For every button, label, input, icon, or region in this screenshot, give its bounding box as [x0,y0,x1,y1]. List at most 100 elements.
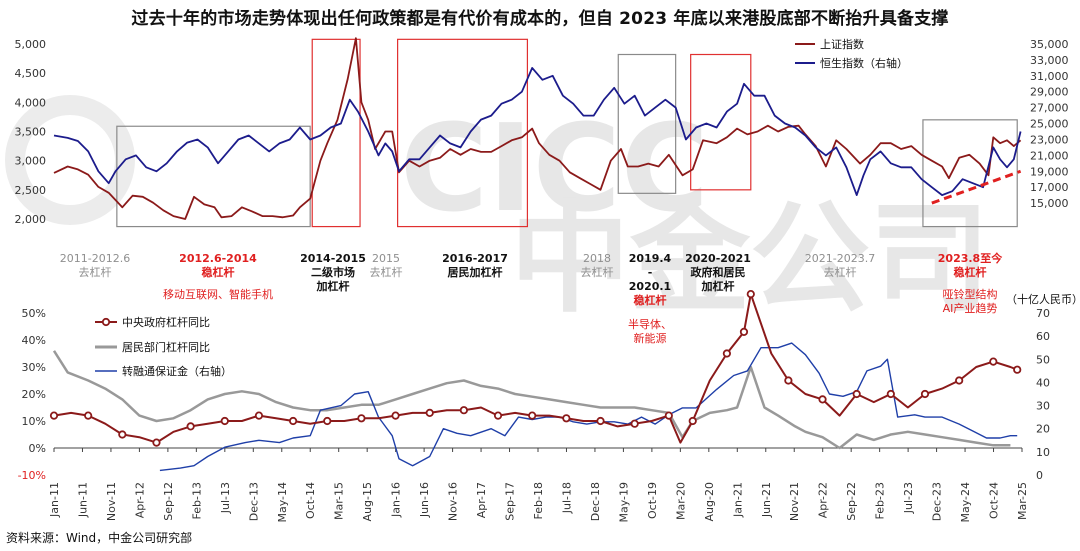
legend-label-household: 居民部门杠杆同比 [122,340,210,354]
x-tick-label: Jan-21 [731,482,744,518]
x-tick-label: Nov-11 [105,482,118,521]
bottom-left-tick: 40% [22,334,46,347]
chart-title: 过去十年的市场走势体现出任何政策都是有代价有成本的，但自 2023 年底以来港股… [131,9,949,29]
bottom-right-tick: 40 [1036,376,1050,389]
bottom-right-tick: 0 [1036,469,1043,482]
period-box [617,53,677,194]
annotation-label: 稳杠杆 [954,265,987,279]
top-right-tick: 15,000 [1030,197,1069,210]
central-gov-marker [630,419,639,428]
x-tick-label: Jul-23 [902,482,915,514]
central-gov-marker [818,395,827,404]
x-tick-label: Feb-13 [190,482,203,519]
top-left-tick: 3,500 [15,126,47,139]
central-gov-marker [254,411,264,420]
central-gov-marker [528,411,537,420]
top-left-tick: 3,000 [15,155,47,168]
top-right-tick: 35,000 [1030,38,1069,51]
top-right-tick: 33,000 [1030,54,1069,67]
top-right-tick: 31,000 [1030,70,1069,83]
x-tick-label: Jan-11 [48,482,61,518]
annotation-theme: 新能源 [634,331,667,345]
bottom-right-tick: 70 [1036,307,1050,320]
annotation-period: 2019.4 [629,252,672,265]
central-gov-marker [664,411,673,420]
bottom-left-tick: 20% [22,388,46,401]
central-gov-marker [596,416,605,426]
x-tick-label: Jun-11 [76,482,89,518]
x-tick-label: Apr-17 [475,482,488,518]
bottom-right-tick: 30 [1036,400,1050,413]
top-right-tick: 23,000 [1030,133,1069,146]
annotation-theme: AI产业趋势 [943,301,998,315]
annotation-period: 2015 [372,252,400,265]
central-gov-marker [1013,365,1022,374]
x-tick-label: Mar-15 [333,482,346,520]
x-tick-label: Nov-21 [788,482,801,521]
central-gov-marker [323,416,332,426]
bottom-right-tick: 60 [1036,330,1050,343]
top-left-tick: 4,000 [15,96,47,109]
x-tick-label: Mar-20 [674,482,687,520]
central-gov-marker [186,422,195,431]
legend-label-tsf: 转融通保证金（右轴） [122,364,232,378]
central-gov-marker [49,411,59,420]
x-tick-label: May-14 [276,482,289,523]
period-box [311,38,361,228]
x-tick-label: Dec-13 [247,482,260,521]
bottom-right-tick: 20 [1036,423,1050,436]
central-gov-marker [739,327,749,336]
annotation-label: 2020.1 [629,280,671,293]
annotation-theme: 半导体、 [628,317,672,331]
annotation-period: 2023.8至今 [938,251,1003,265]
series-line-tsf [159,342,1018,472]
x-tick-label: Aug-15 [361,482,374,521]
central-gov-marker [425,408,434,417]
x-tick-label: Jun-21 [760,482,773,518]
top-left-tick: 2,000 [15,213,47,226]
annotation-label: 加杠杆 [316,279,350,293]
central-gov-marker [784,376,793,385]
x-tick-label: May-19 [617,482,630,523]
central-gov-marker [955,376,964,385]
watermark-text: 中金公司 [510,190,990,329]
central-gov-marker [152,438,161,447]
central-gov-marker [220,416,229,426]
top-right-tick: 19,000 [1030,165,1069,178]
central-gov-marker [288,416,298,426]
central-gov-marker [722,349,731,358]
x-tick-label: Dec-18 [589,482,602,521]
central-gov-marker [989,357,998,366]
bottom-left-tick: 0% [29,442,46,455]
legend-marker-central-gov [101,317,111,327]
central-gov-marker [493,411,503,420]
series-line-hangseng [53,67,1022,196]
annotation-period: 2011-2012.6 [60,252,130,265]
x-tick-label: Aug-20 [703,482,716,521]
series-line-household [52,350,1011,450]
watermark-logo-text: CICC [400,100,709,239]
x-tick-label: Nov-16 [447,482,460,521]
series-line-shanghai [53,37,1022,220]
central-gov-marker [852,389,861,399]
x-tick-label: Jun-16 [418,482,431,518]
x-tick-label: Jan-16 [390,482,403,518]
bottom-right-tick: 10 [1036,446,1050,459]
top-right-tick: 25,000 [1030,118,1069,131]
central-gov-marker [118,430,127,439]
annotation-period: 2020-2021 [685,252,751,265]
annotation-period: 2016-2017 [442,252,508,265]
annotation-label: 去杠杆 [824,265,857,279]
x-tick-label: Jul-18 [560,482,573,514]
x-tick-label: Oct-14 [304,482,317,519]
bottom-left-tick: 30% [22,361,46,374]
annotation-label: 居民加杠杆 [448,265,503,279]
legend-label-hangseng: 恒生指数（右轴） [820,56,908,70]
support-trend-line [931,169,1022,205]
top-right-tick: 17,000 [1030,181,1069,194]
bottom-chart: -10% 0% 10% 20% 30% 40% 50% 0 10 20 30 40 50 60 70（十亿人… [18,289,1080,523]
annotation-label: 加杠杆 [701,279,735,293]
period-box [690,53,752,191]
